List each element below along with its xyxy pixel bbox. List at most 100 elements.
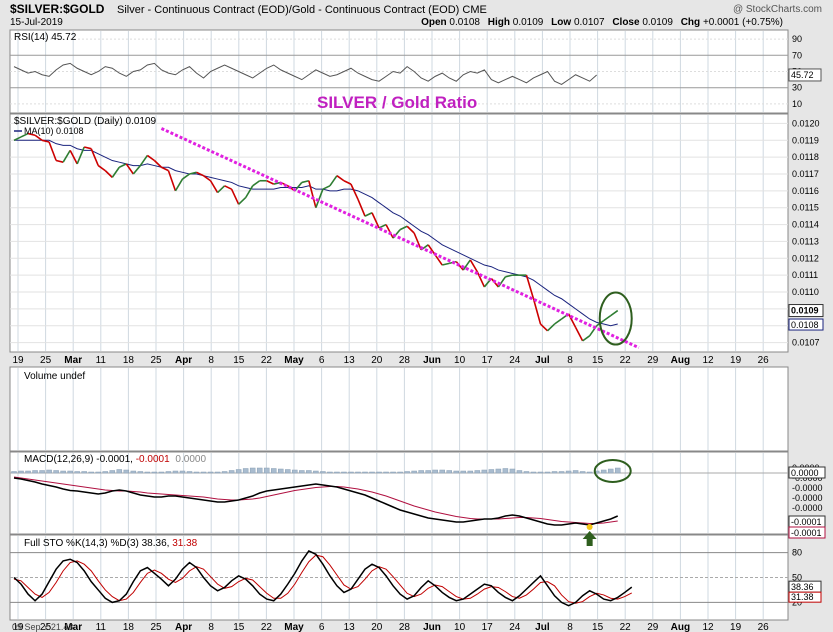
macd-histogram-bar	[39, 470, 45, 474]
ohlc-close-label: Close	[612, 17, 640, 28]
x-tick-label: 29	[647, 355, 659, 366]
symbol-description: Silver - Continuous Contract (EOD)/Gold …	[117, 4, 487, 16]
price-segment-down	[434, 254, 443, 266]
price-segment-down	[167, 170, 177, 192]
ohlc-open-value: 0.0108	[449, 17, 480, 28]
x-tick-label: 19	[730, 355, 742, 366]
macd-histogram-bar	[586, 471, 593, 474]
sto-k-line	[13, 549, 633, 607]
x-tick-label: 17	[482, 355, 494, 366]
macd-last-value: -0.0001	[791, 517, 822, 527]
price-y-tick: 0.0118	[792, 152, 819, 162]
macd-histogram-bar	[116, 469, 123, 474]
macd-histogram-bar	[109, 470, 116, 474]
macd-histogram-bar	[467, 470, 474, 474]
ohlc-low-label: Low	[551, 17, 571, 28]
macd-histogram-bar	[446, 470, 452, 474]
price-y-tick: 0.0112	[792, 253, 819, 263]
price-segment-up	[364, 212, 373, 217]
x-tick-label: 8	[567, 355, 573, 366]
macd-line	[13, 477, 619, 526]
x-tick-label: 22	[620, 355, 632, 366]
x-tick-label: 25	[150, 355, 162, 366]
macd-histogram-bar	[600, 469, 607, 474]
price-segment-down	[525, 274, 535, 299]
price-segment-up	[217, 185, 226, 194]
ohlc-chg-value: +0.0001 (+0.75%)	[703, 17, 783, 28]
ohlc-open-label: Open	[421, 17, 447, 28]
header-date: 15-Jul-2019	[10, 17, 63, 28]
macd-histogram-bar	[537, 471, 544, 474]
price-segment-up	[322, 185, 331, 190]
x-tick-label: 26	[758, 622, 770, 632]
macd-histogram-bar	[46, 469, 52, 474]
macd-histogram-bar	[565, 470, 572, 474]
ohlc-high-label: High	[488, 17, 510, 28]
rsi-series: 45.72	[13, 62, 822, 86]
macd-histogram-bar	[11, 471, 17, 474]
price-y-tick: 0.0119	[792, 135, 819, 145]
ohlc-high-value: 0.0109	[513, 17, 544, 28]
x-tick-label: 13	[344, 355, 356, 366]
price-segment-up	[76, 146, 85, 165]
sto-panel	[9, 534, 789, 621]
crossover-dot	[586, 524, 593, 530]
macd-histogram-bar	[502, 468, 509, 474]
macd-histogram-bar	[193, 471, 200, 474]
macd-histogram-bar	[299, 470, 305, 474]
macd-histogram-bar	[411, 470, 417, 474]
x-tick-label: 12	[702, 355, 714, 366]
x-tick-label: 18	[123, 355, 135, 366]
macd-histogram-bar	[327, 471, 333, 474]
macd-histogram-bar	[242, 468, 249, 474]
price-y-tick: 0.0117	[792, 169, 819, 179]
macd-histogram-bar	[348, 471, 354, 474]
macd-histogram-bar	[256, 467, 263, 474]
price-y-tick: 0.0120	[792, 118, 820, 128]
macd-histogram-bar	[432, 469, 438, 474]
macd-histogram-bar	[558, 471, 565, 474]
macd-y-tick: -0.0000	[792, 493, 823, 503]
macd-histogram-bar	[481, 469, 488, 474]
macd-histogram-bar	[130, 470, 137, 474]
highlight-circle	[598, 291, 633, 346]
macd-histogram-bar	[214, 471, 221, 474]
x-tick-label: 13	[344, 622, 356, 632]
macd-histogram-bar	[228, 470, 235, 474]
rsi-y-tick: 70	[792, 50, 802, 60]
price-segment-up	[505, 274, 513, 278]
macd-histogram-bar	[404, 471, 410, 474]
x-tick-label: 22	[261, 622, 273, 632]
x-tick-label: 15	[592, 622, 604, 632]
macd-histogram-bar	[18, 470, 24, 474]
price-segment-down	[357, 198, 366, 217]
sto-d-value-box	[788, 591, 822, 603]
price-segment-up	[315, 188, 324, 208]
price-y-tick: 0.0111	[792, 270, 818, 280]
macd-histogram-bar	[249, 467, 256, 474]
macd-histogram-bar	[263, 467, 270, 474]
x-tick-label: Mar	[64, 622, 82, 632]
x-tick-label: Aug	[671, 355, 690, 366]
price-segment-down	[90, 148, 99, 166]
macd-legend-signal: -0.0001	[136, 454, 170, 465]
macd-histogram-bar	[151, 471, 158, 474]
price-segment-up	[238, 197, 247, 205]
x-tick-label: 10	[454, 355, 466, 366]
price-segment-down	[476, 271, 486, 288]
macd-histogram-bar	[278, 468, 284, 474]
price-segment-up	[182, 173, 190, 180]
price-segment-up	[546, 323, 556, 332]
price-segment-up	[582, 335, 591, 342]
price-segment-up	[554, 318, 563, 325]
x-tick-label: Jun	[423, 622, 441, 632]
price-segment-down	[209, 180, 219, 193]
x-tick-label: 26	[758, 355, 770, 366]
macd-histogram-bar	[418, 470, 424, 474]
price-segment-down	[308, 180, 317, 208]
watermark: @ StockCharts.com	[733, 4, 822, 15]
price-y-tick: 0.0107	[792, 338, 820, 348]
macd-histogram-bar	[221, 471, 228, 474]
price-segment-down	[69, 150, 78, 165]
